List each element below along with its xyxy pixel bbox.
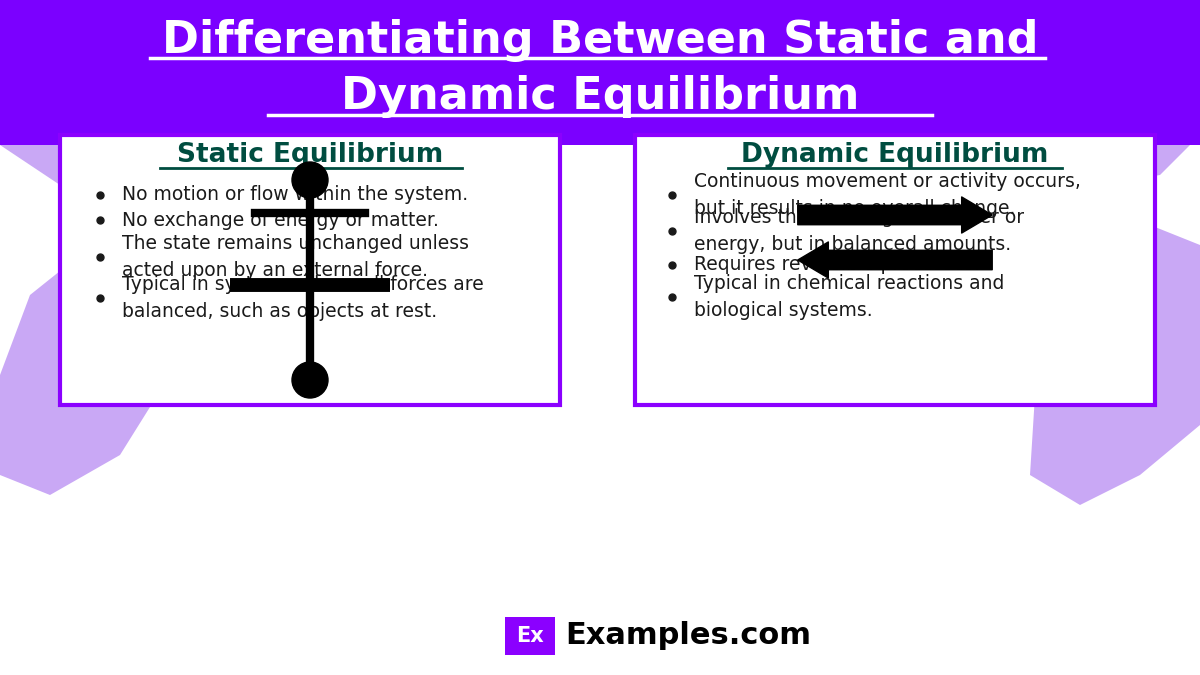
Circle shape: [292, 162, 328, 198]
Text: Continuous movement or activity occurs,
but it results in no overall change.: Continuous movement or activity occurs, …: [694, 172, 1081, 218]
Text: Typical in systems where all forces are
balanced, such as objects at rest.: Typical in systems where all forces are …: [122, 275, 484, 321]
Text: Examples.com: Examples.com: [565, 622, 811, 651]
Text: Static Equilibrium: Static Equilibrium: [176, 142, 443, 168]
Text: The state remains unchanged unless
acted upon by an external force.: The state remains unchanged unless acted…: [122, 234, 469, 279]
FancyBboxPatch shape: [505, 617, 554, 655]
FancyBboxPatch shape: [0, 0, 1200, 145]
Text: Dynamic Equilibrium: Dynamic Equilibrium: [341, 76, 859, 119]
Polygon shape: [0, 255, 170, 495]
Text: Requires reversible processes.: Requires reversible processes.: [694, 256, 980, 275]
Text: No exchange of energy or matter.: No exchange of energy or matter.: [122, 211, 439, 230]
FancyBboxPatch shape: [635, 135, 1154, 405]
Text: Typical in chemical reactions and
biological systems.: Typical in chemical reactions and biolog…: [694, 274, 1004, 320]
Text: Differentiating Between Static and: Differentiating Between Static and: [162, 18, 1038, 61]
Polygon shape: [1030, 225, 1200, 505]
Circle shape: [292, 362, 328, 398]
Text: Involves the exchange of matter or
energy, but in balanced amounts.: Involves the exchange of matter or energ…: [694, 209, 1024, 254]
Polygon shape: [1050, 0, 1200, 185]
FancyArrowPatch shape: [798, 242, 992, 278]
Text: Dynamic Equilibrium: Dynamic Equilibrium: [742, 142, 1049, 168]
FancyArrowPatch shape: [798, 197, 992, 233]
Text: No motion or flow within the system.: No motion or flow within the system.: [122, 186, 468, 205]
Text: Ex: Ex: [516, 626, 544, 646]
FancyBboxPatch shape: [60, 135, 560, 405]
Polygon shape: [0, 25, 200, 195]
